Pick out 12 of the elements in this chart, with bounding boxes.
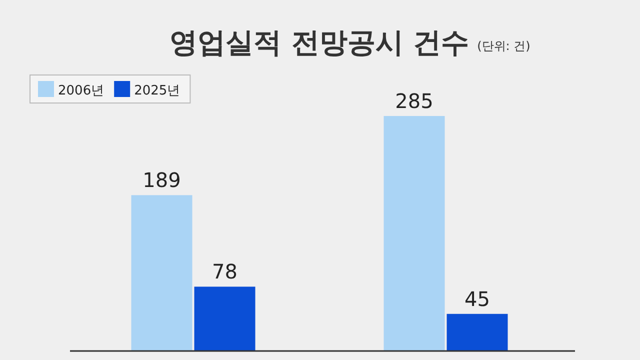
legend-label: 2006년 (58, 84, 104, 98)
chart-title: 영업실적 전망공시 건수 (170, 26, 470, 59)
bar (194, 286, 256, 351)
data-label: 285 (395, 89, 434, 113)
data-label: 78 (212, 260, 238, 284)
legend-label: 2025년 (134, 84, 180, 98)
data-label: 45 (464, 286, 490, 311)
bar (131, 195, 192, 351)
bar (384, 116, 445, 351)
bar (446, 314, 508, 351)
chart-subtitle: (단위: 건) (477, 39, 530, 53)
data-label: 189 (142, 168, 181, 192)
